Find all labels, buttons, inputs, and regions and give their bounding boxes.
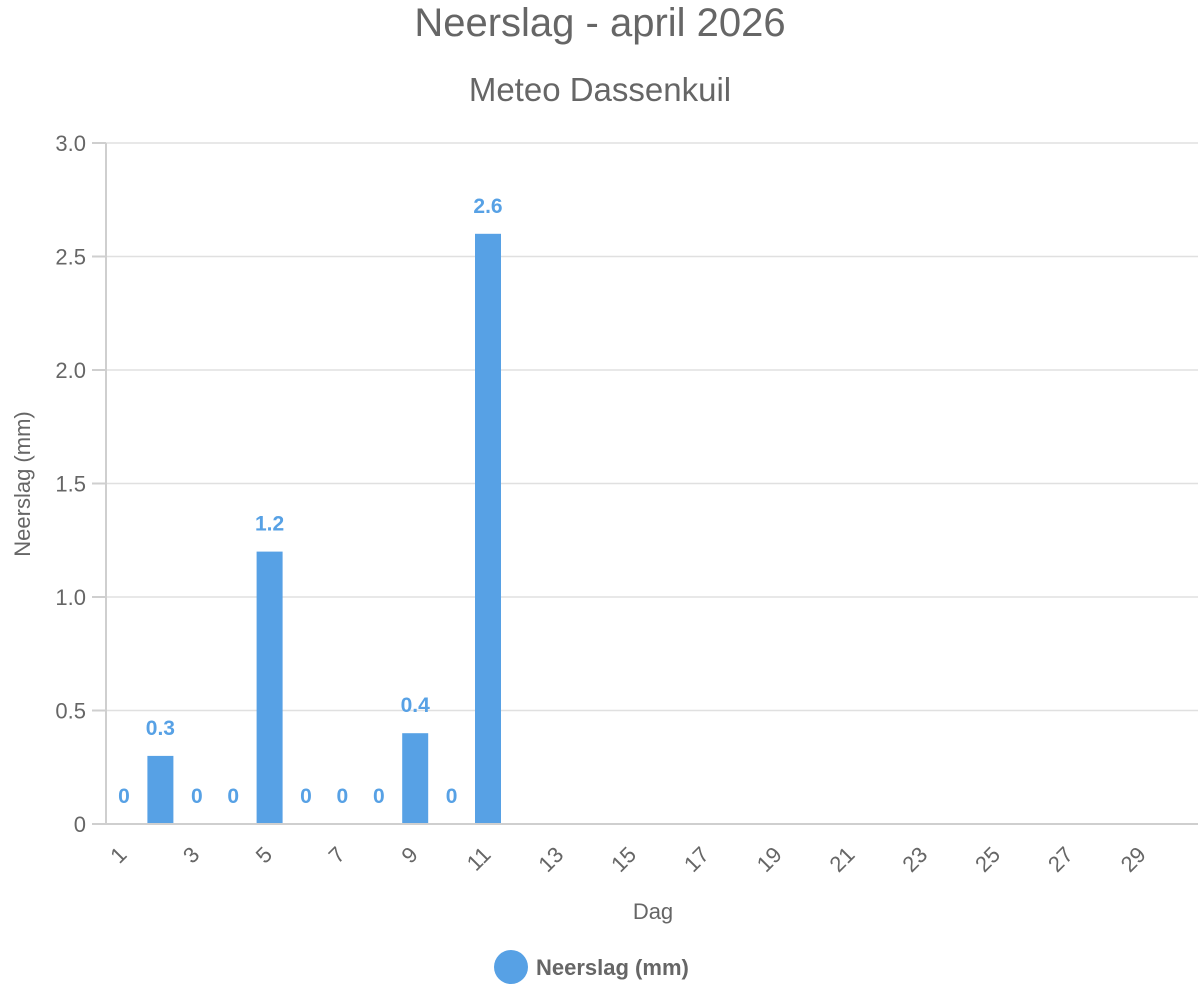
y-tick-label: 2.5 [55,245,86,270]
y-tick-label: 3.0 [55,131,86,156]
data-label-day-7: 0 [337,785,349,808]
chart-subtitle: Meteo Dassenkuil [469,71,731,108]
data-label-day-4: 0 [227,785,239,808]
grid-lines [106,142,1198,712]
x-tick-label: 3 [178,842,204,868]
chart-title: Neerslag - april 2026 [414,1,785,45]
data-label-day-6: 0 [300,785,312,808]
y-tick-label: 0 [74,812,86,837]
data-label-day-11: 2.6 [473,195,502,218]
bar-day-5 [256,551,283,824]
data-label-day-1: 0 [118,785,130,808]
data-label-day-5: 1.2 [255,513,284,536]
legend-label: Neerslag (mm) [536,955,689,980]
x-axis-title: Dag [633,899,673,924]
legend-swatch [494,950,528,984]
data-labels: 0 0.3 0 0 1.2 0 0 0 0.4 0 2.6 [118,195,502,808]
data-label-day-3: 0 [191,785,203,808]
x-tick-label: 23 [897,842,932,877]
x-tick-label: 15 [606,842,641,877]
x-tick-label: 21 [825,842,860,877]
x-tick-label: 29 [1116,842,1151,877]
x-tick-label: 11 [462,842,496,876]
y-axis-ticks: 0 0.5 1.0 1.5 2.0 2.5 3.0 [55,131,106,837]
bar-day-2 [147,755,174,824]
x-axis-ticks: 1 3 5 7 9 11 13 15 17 19 21 23 25 27 29 [105,842,1151,877]
y-tick-label: 0.5 [55,699,86,724]
data-label-day-8: 0 [373,785,385,808]
legend[interactable]: Neerslag (mm) [494,950,689,984]
x-tick-label: 7 [324,842,350,868]
x-tick-label: 13 [533,842,568,877]
x-tick-label: 19 [752,842,787,877]
x-tick-label: 27 [1043,842,1078,877]
bar-day-11 [475,233,501,825]
data-label-day-10: 0 [446,785,458,808]
data-label-day-2: 0.3 [146,717,175,740]
x-tick-label: 9 [396,842,422,868]
bar-day-9 [402,733,429,824]
y-tick-label: 1.0 [55,585,86,610]
x-tick-label: 17 [679,842,714,877]
data-label-day-9: 0.4 [401,694,431,717]
x-tick-label: 25 [970,842,1005,877]
y-tick-label: 1.5 [55,472,86,497]
y-axis-title: Neerslag (mm) [10,411,35,556]
y-tick-label: 2.0 [55,358,86,383]
x-tick-label: 5 [251,842,277,868]
x-tick-label: 1 [105,842,131,868]
bars [147,233,501,825]
